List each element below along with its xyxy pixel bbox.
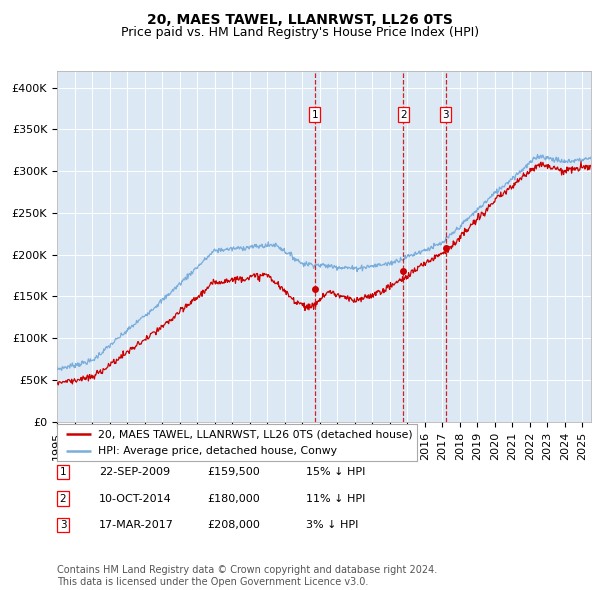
Text: £159,500: £159,500 [207,467,260,477]
Text: 3: 3 [59,520,67,530]
Text: 10-OCT-2014: 10-OCT-2014 [99,494,172,503]
Text: 2: 2 [59,494,67,503]
Text: 11% ↓ HPI: 11% ↓ HPI [306,494,365,503]
Text: 3: 3 [442,110,449,120]
Text: 3% ↓ HPI: 3% ↓ HPI [306,520,358,530]
Text: 20, MAES TAWEL, LLANRWST, LL26 0TS (detached house): 20, MAES TAWEL, LLANRWST, LL26 0TS (deta… [98,430,413,439]
Text: 2: 2 [400,110,406,120]
Text: 22-SEP-2009: 22-SEP-2009 [99,467,170,477]
Text: 20, MAES TAWEL, LLANRWST, LL26 0TS: 20, MAES TAWEL, LLANRWST, LL26 0TS [147,13,453,27]
Text: Price paid vs. HM Land Registry's House Price Index (HPI): Price paid vs. HM Land Registry's House … [121,26,479,39]
Text: 17-MAR-2017: 17-MAR-2017 [99,520,174,530]
Text: £208,000: £208,000 [207,520,260,530]
Text: 1: 1 [59,467,67,477]
Text: 1: 1 [311,110,318,120]
Text: HPI: Average price, detached house, Conwy: HPI: Average price, detached house, Conw… [98,447,337,456]
Text: Contains HM Land Registry data © Crown copyright and database right 2024.
This d: Contains HM Land Registry data © Crown c… [57,565,437,587]
Text: £180,000: £180,000 [207,494,260,503]
Text: 15% ↓ HPI: 15% ↓ HPI [306,467,365,477]
